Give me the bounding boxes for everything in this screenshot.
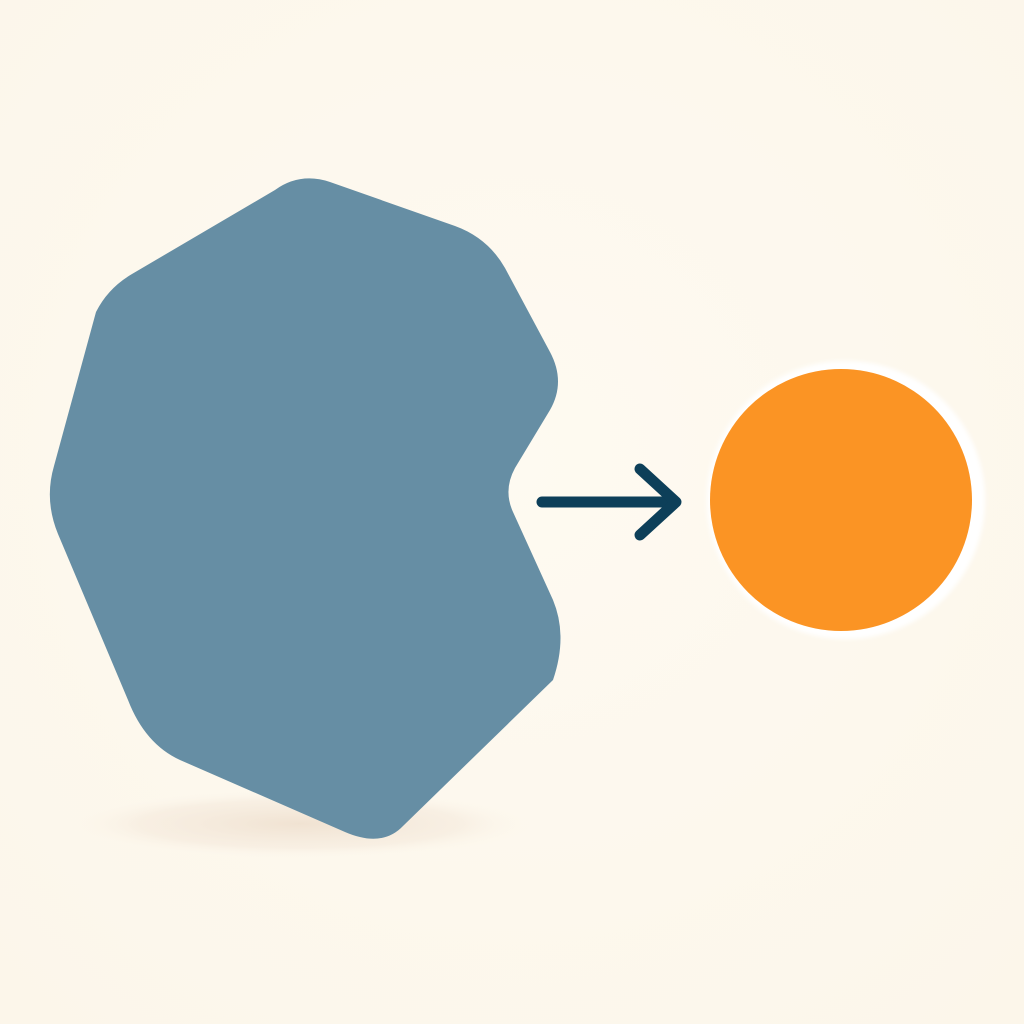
arrow-right-icon [536,463,682,541]
target-circle [710,369,972,631]
source-shape [49,178,561,839]
arrow-head [634,463,682,541]
